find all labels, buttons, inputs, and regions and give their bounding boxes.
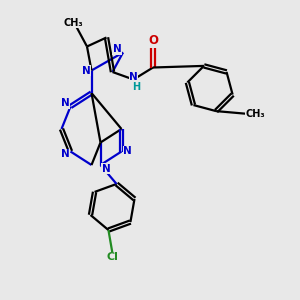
Text: N: N (61, 149, 70, 160)
Text: N: N (129, 71, 138, 82)
Text: N: N (61, 98, 70, 109)
Text: O: O (148, 34, 158, 47)
Text: CH₃: CH₃ (245, 109, 265, 119)
Text: H: H (132, 82, 140, 92)
Text: Cl: Cl (106, 252, 119, 262)
Text: N: N (101, 164, 110, 174)
Text: N: N (123, 146, 132, 157)
Text: N: N (82, 65, 91, 76)
Text: N: N (112, 44, 122, 55)
Text: CH₃: CH₃ (64, 17, 83, 28)
